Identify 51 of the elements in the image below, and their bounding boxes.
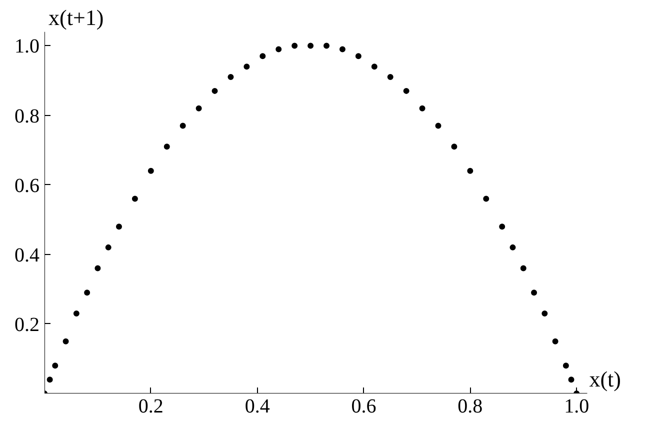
point bbox=[562, 362, 569, 369]
x-tick-label: 0.8 bbox=[458, 396, 483, 418]
point bbox=[510, 244, 516, 250]
point bbox=[339, 46, 346, 52]
point bbox=[552, 338, 558, 344]
point bbox=[196, 105, 202, 112]
point bbox=[276, 46, 282, 52]
point bbox=[164, 144, 170, 150]
point bbox=[435, 122, 442, 129]
point bbox=[105, 244, 112, 250]
y-tick-label: 0.6 bbox=[14, 174, 40, 197]
x-axis-title: x(t) bbox=[589, 366, 621, 392]
point bbox=[467, 168, 474, 174]
point bbox=[371, 64, 378, 70]
point bbox=[52, 362, 58, 369]
point bbox=[180, 122, 186, 129]
point bbox=[73, 310, 80, 317]
point bbox=[451, 144, 458, 150]
point bbox=[499, 224, 506, 230]
point bbox=[387, 74, 394, 80]
point bbox=[568, 376, 574, 383]
point bbox=[212, 88, 218, 94]
point bbox=[116, 224, 122, 230]
x-tick-label: 1.0 bbox=[564, 396, 590, 418]
y-axis-title: x(t+1) bbox=[48, 4, 104, 30]
y-tick-label: 0.4 bbox=[14, 244, 40, 266]
point bbox=[228, 74, 234, 80]
point bbox=[62, 338, 69, 344]
point bbox=[520, 265, 526, 272]
point bbox=[419, 105, 426, 112]
point bbox=[292, 42, 298, 49]
y-tick-label: 1.0 bbox=[14, 36, 40, 58]
point bbox=[84, 290, 90, 296]
x-tick-label: 0.4 bbox=[244, 396, 270, 418]
point bbox=[260, 53, 266, 60]
point bbox=[542, 310, 548, 317]
point bbox=[132, 196, 138, 202]
y-tick-label: 0.8 bbox=[14, 105, 40, 128]
point bbox=[244, 64, 250, 70]
point bbox=[148, 168, 154, 174]
point bbox=[531, 290, 538, 296]
x-tick-label: 0.2 bbox=[138, 396, 164, 418]
point bbox=[355, 53, 362, 60]
point bbox=[483, 196, 490, 202]
point bbox=[94, 265, 101, 272]
point bbox=[324, 42, 330, 49]
point bbox=[403, 88, 410, 94]
point bbox=[46, 376, 53, 383]
point bbox=[308, 42, 314, 49]
x-tick-label: 0.6 bbox=[351, 396, 376, 418]
y-tick-label: 0.2 bbox=[14, 314, 40, 336]
